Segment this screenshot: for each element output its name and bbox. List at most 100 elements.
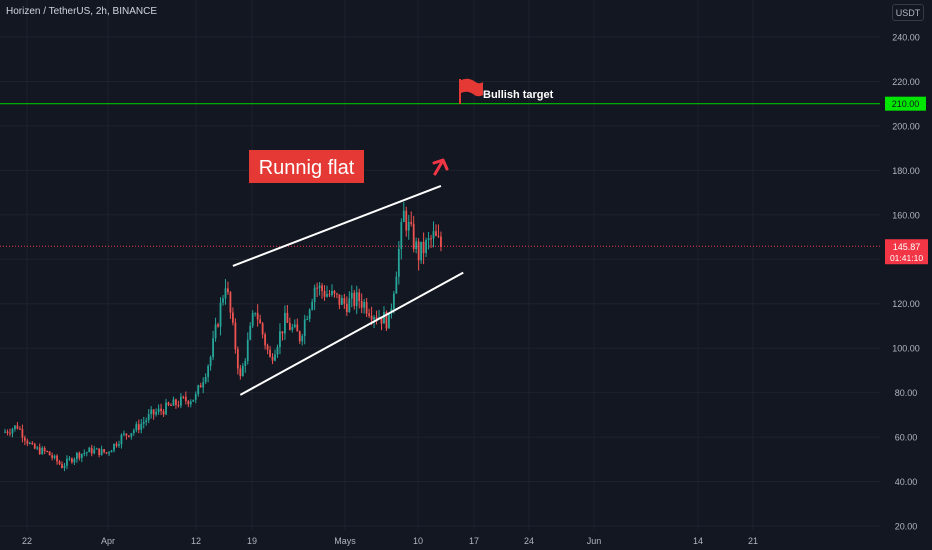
candle-body — [43, 447, 46, 452]
candle-body — [103, 449, 106, 453]
currency-button[interactable]: USDT — [892, 4, 924, 21]
candle-body — [284, 312, 286, 334]
candle-body — [85, 452, 88, 454]
candle-body — [296, 324, 299, 332]
candle-body — [412, 223, 415, 249]
current-price-badge — [885, 239, 928, 265]
candle-body — [375, 317, 378, 319]
candle-body — [66, 458, 68, 466]
up-arrow-icon[interactable] — [432, 158, 449, 176]
candle-body — [63, 465, 66, 468]
candle-body — [204, 377, 207, 383]
candle-body — [323, 291, 326, 297]
candle-body — [432, 231, 435, 239]
candle-body — [31, 442, 34, 445]
candle-body — [108, 452, 110, 454]
target-label: Bullish target — [483, 89, 554, 101]
candle-body — [430, 238, 432, 240]
price-tick-label: 120.00 — [892, 299, 920, 309]
candle-body — [417, 241, 420, 261]
price-tick-label: 200.00 — [892, 121, 920, 131]
candle-body — [363, 302, 366, 308]
candle-body — [388, 312, 390, 329]
candle-body — [26, 440, 29, 444]
candle-body — [132, 430, 135, 434]
candle-body — [274, 354, 276, 361]
time-tick-label: 12 — [191, 536, 201, 546]
candle-body — [172, 399, 175, 406]
current-price-text: 145.87 — [893, 242, 921, 252]
candle-body — [88, 447, 91, 453]
candle-body — [209, 357, 212, 366]
candle-body — [308, 309, 311, 319]
candle-body — [152, 409, 155, 415]
red-flag-icon[interactable] — [459, 78, 483, 104]
candle-body — [197, 385, 200, 395]
candle-body — [365, 302, 368, 314]
candle-body — [11, 429, 14, 434]
candle-body — [338, 294, 341, 305]
candle-body — [21, 429, 24, 438]
candle-body — [61, 464, 63, 468]
candle-body — [75, 452, 78, 459]
candle-body — [53, 455, 56, 458]
candle-body — [279, 331, 281, 348]
candle-body — [298, 331, 301, 342]
candle-body — [343, 298, 346, 304]
time-tick-label: 22 — [22, 536, 32, 546]
time-tick-label: 17 — [469, 536, 479, 546]
candle-body — [400, 221, 403, 249]
candle-body — [249, 325, 252, 340]
candle-body — [345, 303, 348, 313]
candle-body — [147, 414, 150, 421]
candle-body — [182, 396, 185, 398]
candle-body — [145, 420, 148, 422]
candle-body — [246, 339, 249, 361]
candle-body — [167, 402, 170, 406]
candle-body — [78, 452, 81, 459]
grid — [0, 0, 880, 530]
time-tick-label: 21 — [748, 536, 758, 546]
candle-body — [395, 276, 398, 294]
candle-body — [140, 423, 143, 430]
candle-body — [127, 435, 130, 437]
candle-body — [358, 292, 361, 301]
candle-body — [202, 382, 205, 388]
pattern-label-text: Runnig flat — [259, 157, 355, 179]
price-tick-label: 220.00 — [892, 77, 920, 87]
candle-body — [360, 300, 363, 308]
candle-body — [392, 293, 395, 309]
flag-cloth — [461, 78, 483, 97]
candle-body — [410, 221, 413, 224]
candle-body — [286, 312, 289, 323]
candle-body — [437, 235, 440, 237]
drawings[interactable]: Runnig flat Bullish target — [232, 78, 554, 396]
countdown-text: 01:41:10 — [890, 253, 923, 263]
pattern-label[interactable]: Runnig flat — [249, 150, 364, 183]
candle-body — [291, 327, 294, 330]
candle-body — [383, 312, 385, 324]
candle-body — [135, 424, 138, 431]
candle-body — [333, 290, 336, 294]
channel-upper-line[interactable] — [232, 184, 442, 267]
price-tick-label: 20.00 — [895, 522, 918, 532]
candle-body — [73, 458, 76, 463]
candle-body — [184, 396, 187, 402]
time-tick-label: Jun — [587, 536, 602, 546]
candle-body — [58, 461, 61, 465]
candle-body — [36, 447, 39, 449]
candle-body — [435, 231, 437, 236]
price-tick-label: 40.00 — [895, 477, 918, 487]
candle-body — [98, 448, 101, 456]
candle-body — [214, 324, 217, 339]
candle-body — [123, 433, 125, 435]
candle-body — [303, 319, 306, 337]
candle-body — [254, 312, 257, 314]
symbol-title[interactable]: Horizen / TetherUS, 2h, BINANCE — [6, 6, 157, 17]
candle-body — [14, 425, 16, 430]
candle-body — [19, 428, 21, 430]
candle-body — [6, 431, 9, 433]
channel-lower-line[interactable] — [239, 271, 464, 396]
